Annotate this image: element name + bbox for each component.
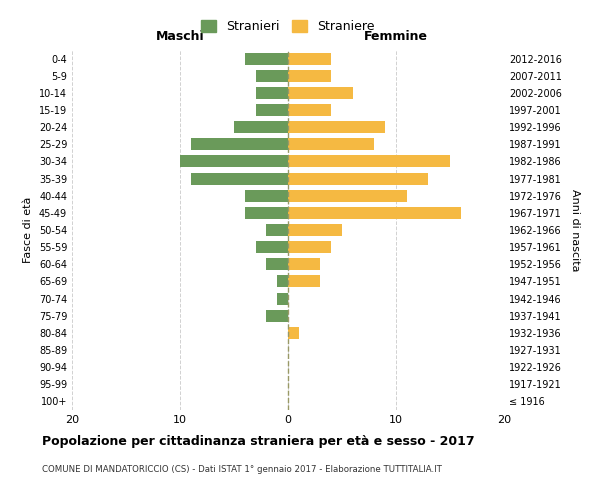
Bar (245, 190, 288, 202)
Text: COMUNE DI MANDATORICCIO (CS) - Dati ISTAT 1° gennaio 2017 - Elaborazione TUTTITA: COMUNE DI MANDATORICCIO (CS) - Dati ISTA… (42, 465, 442, 474)
Bar (288, 156, 450, 168)
Bar (288, 52, 331, 64)
Bar (245, 207, 288, 219)
Bar (277, 292, 288, 304)
Bar (288, 121, 385, 133)
Bar (288, 241, 331, 253)
Text: Popolazione per cittadinanza straniera per età e sesso - 2017: Popolazione per cittadinanza straniera p… (42, 435, 475, 448)
Bar (266, 310, 288, 322)
Bar (288, 87, 353, 99)
Bar (288, 224, 342, 236)
Bar (277, 276, 288, 287)
Bar (191, 172, 288, 184)
Legend: Stranieri, Straniere: Stranieri, Straniere (201, 20, 375, 34)
Bar (256, 70, 288, 82)
Bar (288, 70, 331, 82)
Bar (256, 87, 288, 99)
Bar (288, 207, 461, 219)
Bar (256, 241, 288, 253)
Bar (266, 258, 288, 270)
Bar (288, 172, 428, 184)
Bar (288, 138, 374, 150)
Bar (245, 52, 288, 64)
Bar (288, 276, 320, 287)
Y-axis label: Anni di nascita: Anni di nascita (570, 188, 580, 271)
Bar (288, 104, 331, 116)
Bar (180, 156, 288, 168)
Bar (288, 327, 299, 339)
Bar (256, 104, 288, 116)
Bar (266, 224, 288, 236)
Bar (234, 121, 288, 133)
Bar (288, 190, 407, 202)
Text: Maschi: Maschi (155, 30, 205, 43)
Y-axis label: Fasce di età: Fasce di età (23, 197, 33, 263)
Bar (288, 258, 320, 270)
Bar (191, 138, 288, 150)
Text: Femmine: Femmine (364, 30, 428, 43)
